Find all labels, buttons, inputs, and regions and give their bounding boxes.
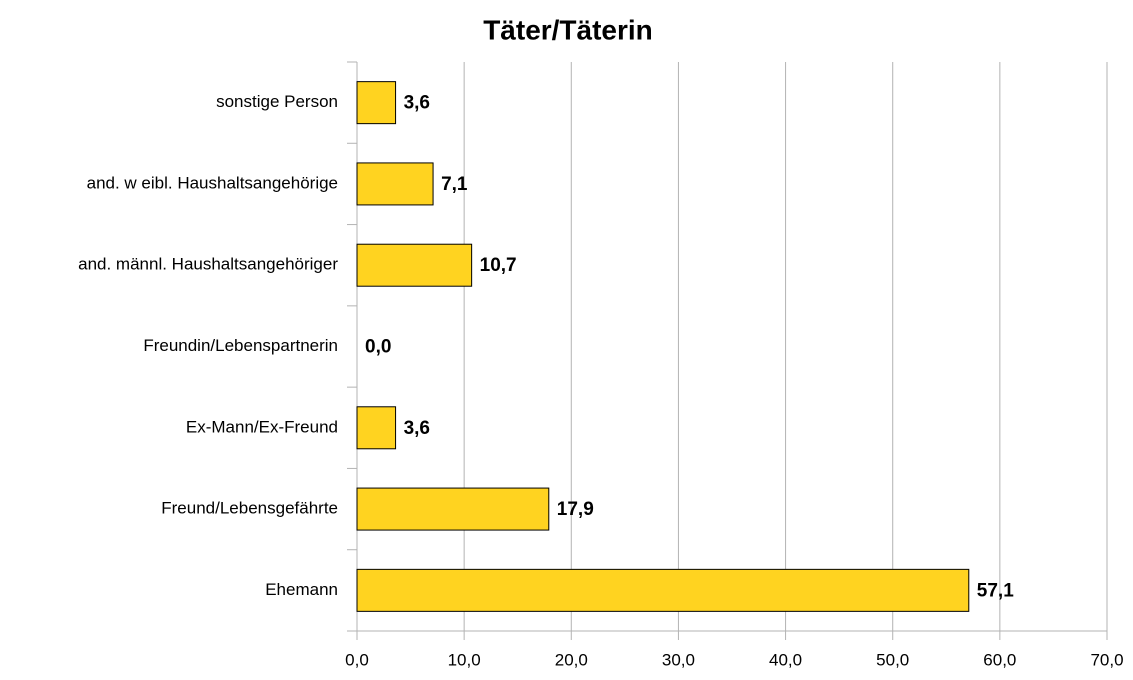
value-label: 17,9 (557, 499, 594, 520)
y-tick-label: and. männl. Haushaltsangehöriger (78, 255, 338, 274)
bar (356, 162, 434, 206)
y-tick-label: Freund/Lebensgefährte (161, 499, 338, 518)
value-label: 3,6 (404, 93, 430, 114)
x-tick-label: 70,0 (1090, 650, 1123, 669)
y-tick-label: Ehemann (265, 580, 338, 599)
bar (356, 243, 473, 287)
value-label: 0,0 (365, 337, 391, 358)
value-label: 3,6 (404, 418, 430, 439)
x-tick-label: 60,0 (983, 650, 1016, 669)
x-tick-label: 50,0 (876, 650, 909, 669)
value-label: 10,7 (480, 255, 517, 276)
x-tick-label: 30,0 (662, 650, 695, 669)
y-tick-label: and. w eibl. Haushaltsangehörige (87, 173, 338, 192)
bar (356, 487, 550, 531)
y-tick-label: Ex-Mann/Ex-Freund (186, 417, 338, 436)
bar (356, 568, 970, 612)
bar (356, 81, 397, 125)
value-label: 7,1 (441, 174, 468, 195)
x-tick-label: 40,0 (769, 650, 802, 669)
x-tick-label: 10,0 (448, 650, 481, 669)
x-tick-label: 0,0 (345, 650, 369, 669)
x-tick-label: 20,0 (555, 650, 588, 669)
y-tick-label: sonstige Person (216, 92, 338, 111)
bar (356, 406, 397, 450)
value-label: 57,1 (977, 580, 1014, 601)
chart-title: Täter/Täterin (483, 14, 653, 45)
y-tick-label: Freundin/Lebenspartnerin (143, 336, 338, 355)
